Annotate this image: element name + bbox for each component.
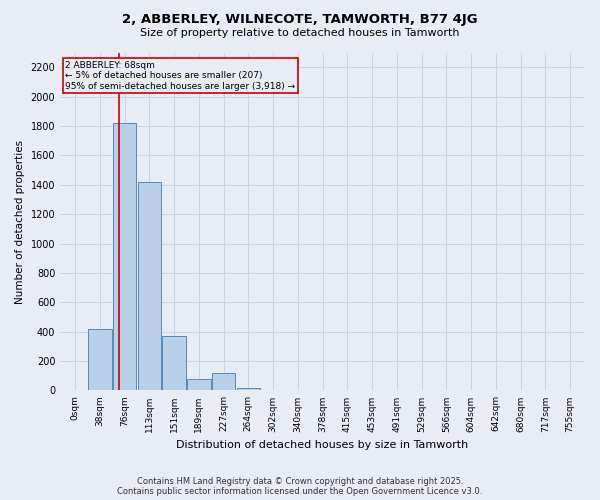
Text: Contains HM Land Registry data © Crown copyright and database right 2025.
Contai: Contains HM Land Registry data © Crown c…	[118, 476, 482, 496]
Bar	[236, 388, 260, 390]
Bar	[187, 380, 211, 390]
Bar	[162, 336, 186, 390]
Bar	[137, 182, 161, 390]
Text: Size of property relative to detached houses in Tamworth: Size of property relative to detached ho…	[140, 28, 460, 38]
Bar	[212, 373, 235, 390]
Text: 2 ABBERLEY: 68sqm
← 5% of detached houses are smaller (207)
95% of semi-detached: 2 ABBERLEY: 68sqm ← 5% of detached house…	[65, 61, 296, 90]
Y-axis label: Number of detached properties: Number of detached properties	[15, 140, 25, 304]
Bar	[113, 123, 136, 390]
X-axis label: Distribution of detached houses by size in Tamworth: Distribution of detached houses by size …	[176, 440, 469, 450]
Bar	[88, 328, 112, 390]
Text: 2, ABBERLEY, WILNECOTE, TAMWORTH, B77 4JG: 2, ABBERLEY, WILNECOTE, TAMWORTH, B77 4J…	[122, 12, 478, 26]
